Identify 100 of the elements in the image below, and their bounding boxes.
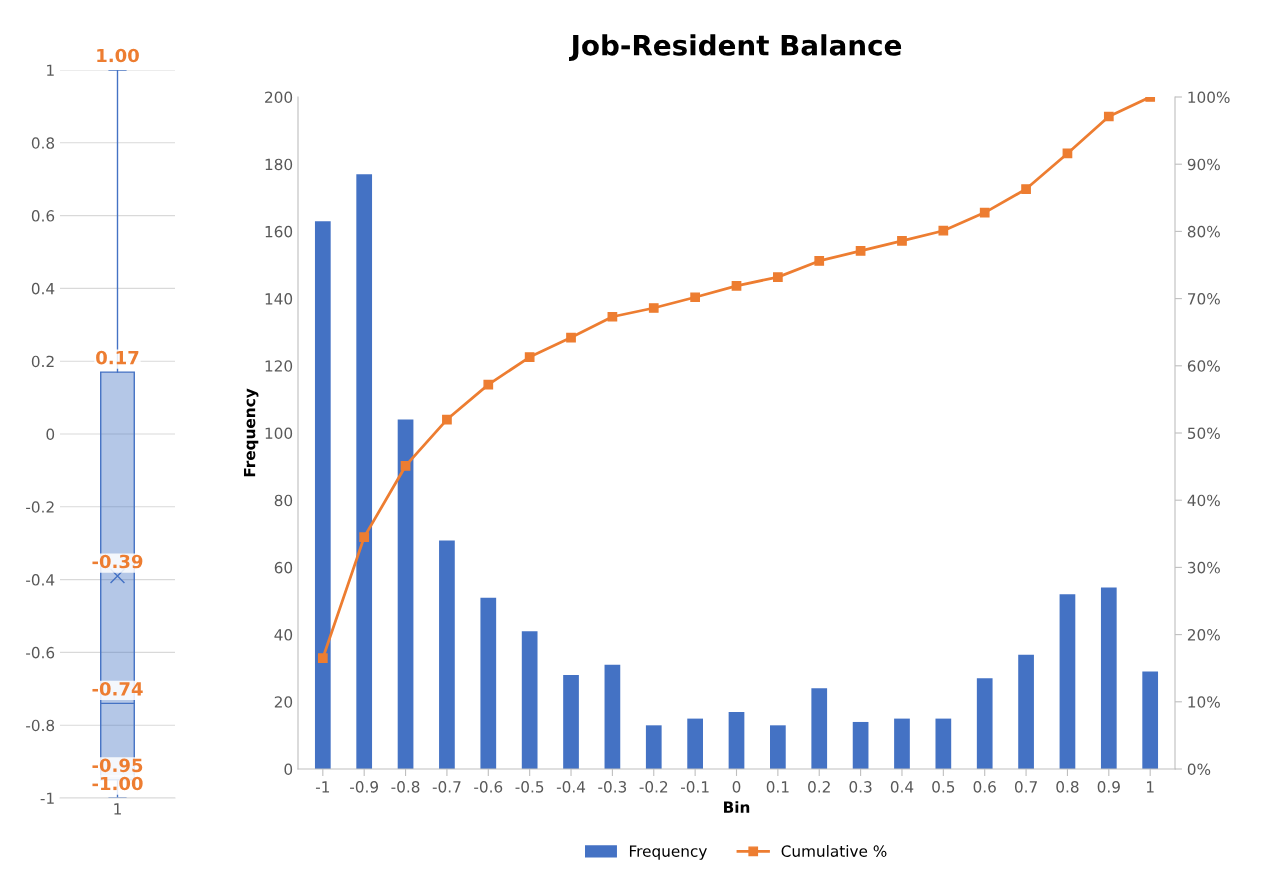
bar [852,721,869,769]
bar [687,718,703,769]
x-tick-label: 0.9 [1097,781,1120,793]
y-tick-label: -1 [40,792,54,804]
bar [563,674,579,769]
y2-tick-label: 10% [1188,696,1220,708]
bar [356,174,373,769]
y2-tick-label: 100% [1188,91,1230,104]
point [483,379,494,390]
annotation: -1.00 [92,776,143,791]
annotation: 1.00 [97,48,139,63]
point [524,352,535,362]
point [773,272,783,282]
y-tick-label: 200 [265,91,293,104]
y2-tick-label: 80% [1187,225,1220,238]
y2-tick-label: 90% [1187,158,1220,171]
x-tick-label: -0.6 [474,781,503,793]
annotation: -0.95 [92,758,143,773]
y-tick-label: 160 [265,225,293,238]
y-tick-label: 80 [274,494,293,507]
point [897,235,907,246]
y-tick-label: 0.8 [31,137,55,149]
y2-tick-label: 30% [1187,561,1220,574]
x-tick-label: -0.3 [598,781,627,793]
x-tick-label: -1 [315,781,330,793]
y2-tick-label: 20% [1187,629,1220,641]
x-tick-label: -0.8 [391,781,420,793]
y-tick-label: 20 [274,696,293,708]
bar [1100,587,1117,769]
point [938,225,949,236]
legend-label: Frequency [629,845,707,860]
x-tick-label: 0.2 [808,781,830,793]
bar [314,221,331,769]
y2-tick-label: 60% [1187,360,1220,372]
x-tick-label: 0.7 [1014,781,1037,793]
chart-title: Job-Resident Balance [569,34,902,61]
y2-tick-label: 40% [1187,494,1220,507]
point [690,292,700,303]
y-tick-label: -0.4 [26,574,55,586]
bar [521,631,538,769]
x-tick-label: 0 [732,781,741,793]
x-tick-label: -0.1 [680,781,709,793]
x-tick-label: 1 [1147,781,1154,793]
point [814,256,825,266]
bar [645,725,662,769]
y-tick-label: 60 [274,561,293,574]
x-tick-label: 0.1 [766,781,789,793]
bar [480,597,497,769]
y-tick-label: 0.6 [31,210,55,222]
bar [811,688,828,769]
bar [397,419,414,769]
y2-tick-label: 0% [1187,763,1211,776]
y-tick-label: 140 [265,293,293,305]
point [442,414,452,425]
point [855,246,866,256]
x-tick-label: 0.4 [890,781,914,793]
y-axis-title: Frequency [243,388,259,477]
x-tick-label: 0.8 [1056,781,1079,793]
annotation: 0.17 [96,350,139,365]
y-tick-label: 40 [274,629,293,641]
legend-label: Cumulative % [781,845,887,857]
point [566,332,576,343]
x-tick-label: 0.5 [932,781,955,793]
bar [770,725,786,769]
y-tick-label: -0.8 [26,719,55,732]
y-tick-label: 0.2 [31,355,54,368]
bar [1142,671,1159,769]
point [648,303,659,313]
bar [1018,654,1034,769]
x-tick-label: -0.9 [350,781,379,793]
bar [604,664,621,769]
point [1021,184,1031,194]
point [359,532,370,543]
x-tick-label: -0.4 [556,781,586,793]
point [979,207,990,218]
point [1103,111,1114,122]
bar [439,540,455,769]
point [731,280,742,291]
y2-tick-label: 50% [1187,427,1220,440]
y-tick-label: 0 [46,428,55,441]
x-tick-label: -0.2 [639,781,668,793]
y-tick-label: -0.6 [26,646,55,659]
bar [894,718,910,769]
y-tick-label: 180 [265,158,293,171]
annotation: -0.74 [92,682,143,696]
y-tick-label: 0 [284,763,293,776]
y2-tick-label: 70% [1188,293,1220,305]
x-tick-label: -0.5 [515,781,544,793]
y-tick-label: 0.4 [31,282,55,295]
point [607,311,618,322]
y-tick-label: 1 [47,64,54,76]
annotation: -0.39 [92,554,143,569]
bar [976,678,993,769]
y-tick-label: 100 [265,427,293,440]
bar [935,718,952,769]
x-tick-label: -0.7 [432,781,461,793]
bar [1059,594,1076,769]
x-tick-label: 0.3 [849,781,872,793]
point [400,461,411,471]
y-tick-label: -0.2 [26,501,54,513]
